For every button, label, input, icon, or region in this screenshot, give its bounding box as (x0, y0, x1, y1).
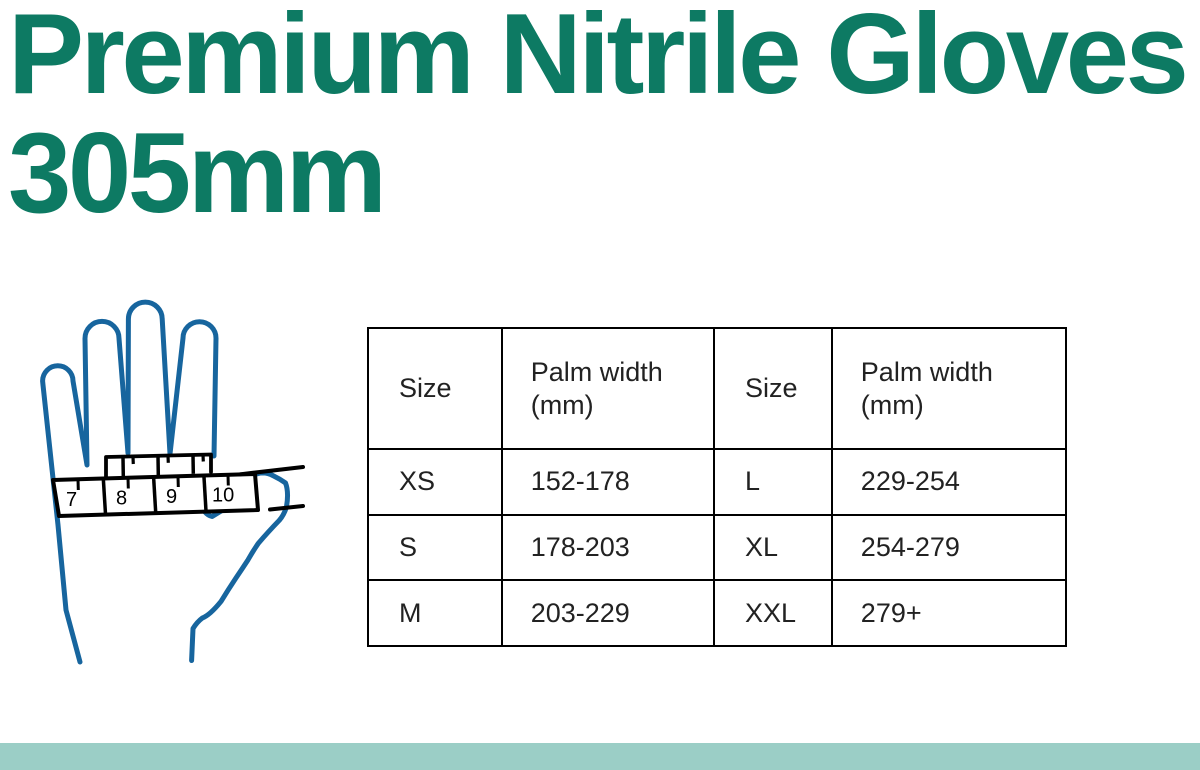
svg-text:7: 7 (66, 489, 77, 511)
svg-text:9: 9 (166, 486, 177, 508)
svg-text:10: 10 (212, 485, 234, 507)
svg-text:8: 8 (116, 488, 127, 510)
